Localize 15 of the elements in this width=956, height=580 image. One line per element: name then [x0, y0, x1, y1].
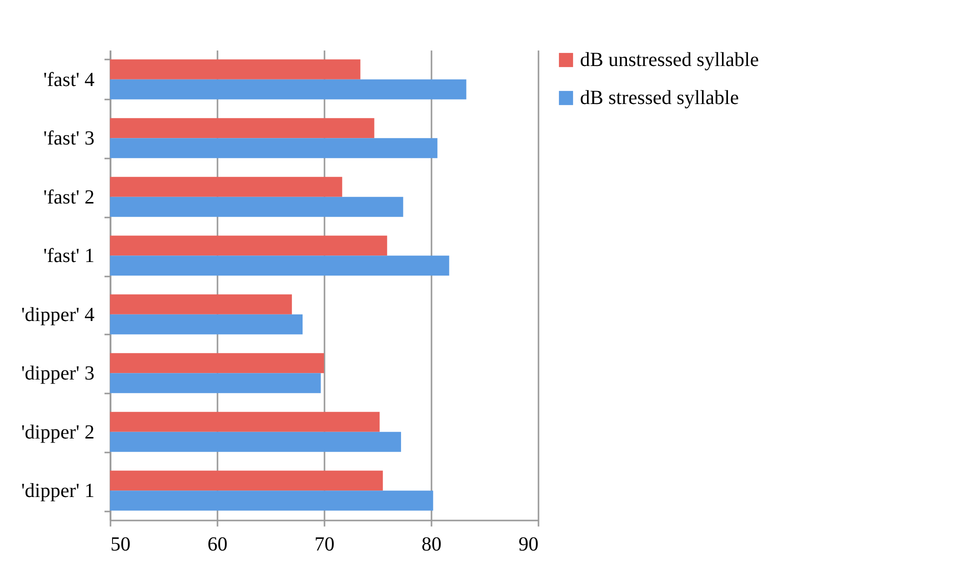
x-tick-label: 60 — [208, 534, 228, 556]
y-tick-label: 'fast' 4 — [43, 68, 94, 91]
legend-label: dB unstressed syllable — [580, 49, 759, 71]
y-tick-label: 'dipper' 4 — [21, 304, 94, 326]
y-tick-label: 'fast' 2 — [43, 186, 94, 208]
legend-label: dB stressed syllable — [580, 87, 739, 109]
y-tick-label: 'dipper' 1 — [21, 480, 94, 502]
x-tick-label: 70 — [314, 534, 334, 556]
x-tick-label: 80 — [422, 534, 442, 556]
y-tick-label: 'dipper' 3 — [21, 362, 94, 385]
y-tick-label: 'fast' 1 — [43, 245, 94, 268]
x-tick-label: 90 — [518, 534, 538, 556]
y-tick-label: 'dipper' 2 — [21, 421, 94, 444]
x-tick-label: 50 — [110, 534, 130, 556]
y-tick-label: 'fast' 3 — [43, 128, 94, 150]
